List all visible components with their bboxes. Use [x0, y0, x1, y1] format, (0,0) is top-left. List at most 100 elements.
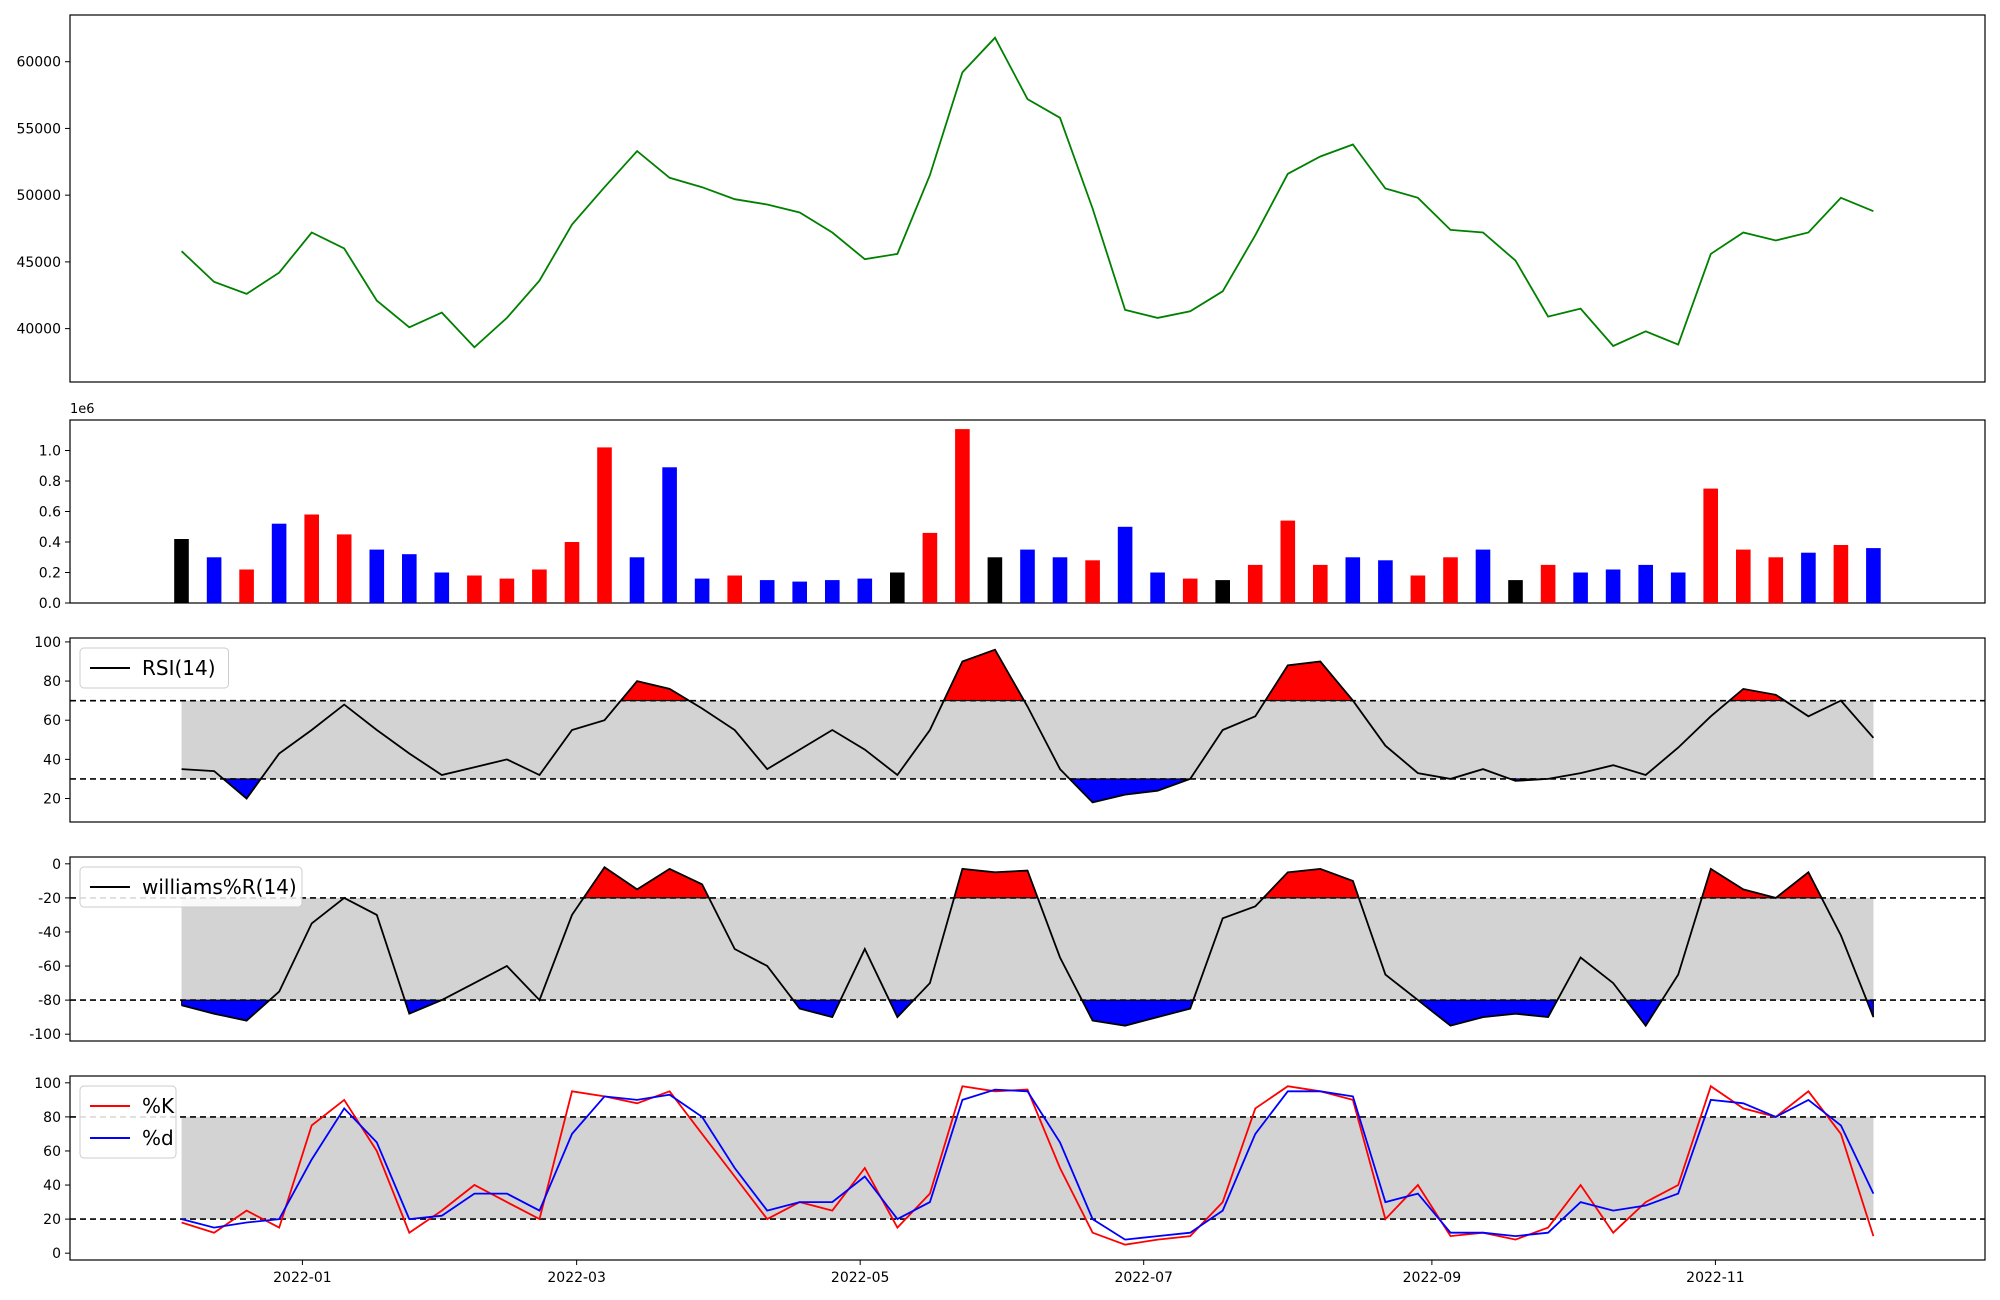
- volume-bar: [1052, 557, 1068, 604]
- volume-bar: [1345, 557, 1361, 604]
- volume-bar: [987, 557, 1003, 604]
- rsi-legend-label: RSI(14): [142, 656, 216, 680]
- x-tick-label: 2022-11: [1686, 1270, 1745, 1286]
- volume-bar: [239, 569, 254, 603]
- volume-bar: [922, 532, 938, 603]
- williams-legend-box: [79, 866, 303, 908]
- y-tick-label: 60000: [16, 55, 61, 71]
- williams-line: [181, 865, 1875, 1028]
- price-line: [180, 36, 1874, 349]
- volume-bar: [369, 549, 385, 603]
- williams-legend-label: williams%R(14): [142, 875, 297, 899]
- y-tick-label: 20: [43, 1212, 61, 1228]
- y-tick-label: 80: [43, 1110, 61, 1126]
- volume-bar: [825, 580, 840, 603]
- volume-bar: [792, 581, 807, 603]
- x-tick-label: 2022-01: [273, 1270, 332, 1286]
- stochastic-legend-box: [79, 1085, 177, 1159]
- volume-bar: [727, 575, 742, 603]
- stochastic-legend-label: %d: [142, 1126, 174, 1150]
- williams-overbought-area: [1701, 868, 1776, 899]
- volume-bar: [1215, 580, 1230, 603]
- volume-bar: [564, 542, 580, 603]
- y-tick-label: 100: [34, 1076, 61, 1092]
- y-tick-label: 0: [52, 857, 61, 873]
- x-tick-label: 2022-03: [547, 1270, 606, 1286]
- volume-bar: [597, 447, 612, 603]
- volume-bar: [1540, 564, 1556, 603]
- rsi-overbought-area: [619, 680, 691, 702]
- y-tick-label: -20: [38, 891, 61, 907]
- volume-bar: [1833, 545, 1849, 603]
- rsi-panel: 20 40 60 80 100 RSI(14): [34, 635, 1986, 823]
- volume-bar: [662, 467, 677, 603]
- x-tick-label: 2022-07: [1114, 1270, 1173, 1286]
- volume-bar: [1573, 572, 1588, 603]
- y-tick-label: 40: [43, 1178, 61, 1194]
- y-tick-label: 0: [52, 1246, 61, 1262]
- volume-panel: 0.0 0.2 0.4 0.6 0.8 1.0 1e6: [39, 402, 1986, 612]
- y-tick-label: -60: [38, 959, 61, 975]
- volume-bar: [206, 557, 222, 604]
- stochastic-line: [181, 1084, 1875, 1246]
- volume-bar: [1736, 549, 1751, 603]
- y-tick-label: 40000: [16, 322, 61, 338]
- x-tick-label: 2022-05: [831, 1270, 890, 1286]
- williams-oversold-area: [1416, 999, 1559, 1027]
- y-tick-label: -40: [38, 925, 61, 941]
- volume-bar: [174, 539, 189, 603]
- williams-plot-frame: [69, 856, 1986, 1042]
- y-tick-label: 60: [43, 713, 61, 729]
- volume-bar: [1117, 526, 1133, 604]
- rsi-legend-box: [79, 647, 229, 689]
- y-tick-label: 55000: [16, 121, 61, 137]
- williams-neutral-band: [181, 897, 1874, 1001]
- y-tick-label: 0.8: [39, 474, 61, 490]
- y-tick-label: 0.6: [39, 505, 61, 521]
- volume-bar: [1378, 560, 1393, 603]
- volume-bar: [1247, 564, 1263, 603]
- williams-r-panel: -100 -80 -60 -40 -20 0 williams%R(14): [29, 856, 1986, 1043]
- williams-oversold-area: [1625, 999, 1663, 1027]
- volume-bar: [955, 429, 970, 603]
- date-axis: 2022-01 2022-03 2022-05 2022-07 2022-09 2022-…: [273, 1260, 1745, 1286]
- volume-bar: [1801, 552, 1816, 603]
- y-tick-label: 80: [43, 674, 61, 690]
- stochastic-line: [181, 1088, 1875, 1241]
- volume-bar: [434, 572, 450, 603]
- volume-bar: [1768, 557, 1784, 604]
- volume-bar: [532, 569, 547, 603]
- stochastic-plot-frame: [69, 1075, 1986, 1261]
- price-panel: 40000 45000 50000 55000 60000: [16, 14, 1986, 383]
- volume-bar: [1508, 580, 1523, 603]
- williams-oversold-area: [181, 999, 271, 1022]
- y-tick-label: 20: [43, 792, 61, 808]
- y-tick-label: 50000: [16, 188, 61, 204]
- volume-bar: [1182, 578, 1198, 603]
- y-tick-label: -100: [29, 1027, 61, 1043]
- y-tick-label: 100: [34, 635, 61, 651]
- volume-bar: [1313, 564, 1328, 603]
- volume-offset-label: 1e6: [70, 402, 95, 417]
- volume-bar: [1703, 488, 1718, 603]
- volume-bar: [1443, 557, 1458, 604]
- y-tick-label: 60: [43, 1144, 61, 1160]
- stochastic-panel: 0 20 40 60 80 100 %K %d: [34, 1075, 1986, 1262]
- volume-bar: [271, 523, 287, 603]
- volume-bar: [857, 578, 873, 603]
- volume-bar: [629, 557, 645, 604]
- rsi-line: [181, 648, 1875, 804]
- volume-bar: [402, 554, 417, 603]
- stochastic-neutral-band: [181, 1116, 1874, 1220]
- volume-bar: [1866, 548, 1881, 603]
- volume-bar: [1475, 549, 1491, 603]
- x-tick-label: 2022-09: [1403, 1270, 1462, 1286]
- volume-bar: [1605, 569, 1621, 603]
- volume-bar: [499, 578, 515, 603]
- volume-bar: [1150, 572, 1165, 603]
- volume-bar: [1638, 564, 1653, 603]
- volume-bar: [759, 580, 775, 603]
- stochastic-legend-label: %K: [142, 1094, 175, 1118]
- rsi-oversold-area: [1068, 778, 1191, 803]
